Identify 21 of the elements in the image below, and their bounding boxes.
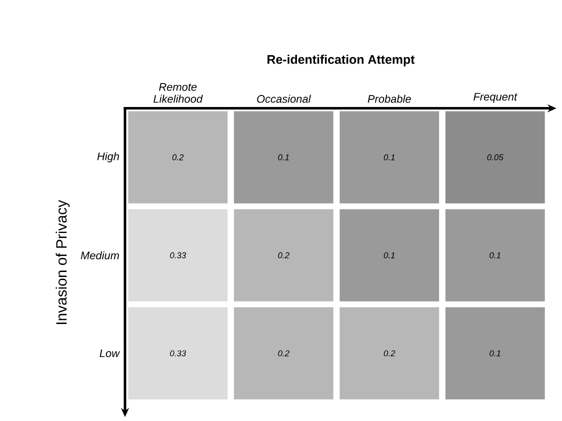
x-tick-label: Probable — [368, 94, 411, 103]
x-axis-title: Re-identification Attempt — [268, 54, 415, 66]
data-label: 0.2 — [278, 350, 290, 356]
data-label: 0.2 — [384, 350, 396, 356]
data-label: 0.2 — [278, 252, 290, 258]
y-axis-title: Invasion of Privacy — [56, 200, 70, 324]
data-label: 0.1 — [490, 350, 500, 356]
x-tick-label: Remote Likelihood — [154, 83, 203, 103]
data-label: 0.1 — [278, 154, 289, 160]
data-label: 0.33 — [170, 350, 186, 356]
y-tick-label: High — [97, 152, 119, 162]
y-tick-label: Low — [100, 349, 120, 358]
x-tick-label: Occasional — [257, 94, 311, 103]
data-label: 0.1 — [384, 252, 395, 258]
x-tick-label: Frequent — [474, 92, 518, 103]
data-label: 0.33 — [170, 252, 186, 258]
data-label: 0.2 — [172, 154, 184, 160]
data-label: 0.05 — [487, 154, 504, 160]
data-label: 0.1 — [490, 252, 500, 258]
data-label: 0.1 — [384, 154, 395, 160]
y-tick-label: Medium — [80, 251, 119, 260]
